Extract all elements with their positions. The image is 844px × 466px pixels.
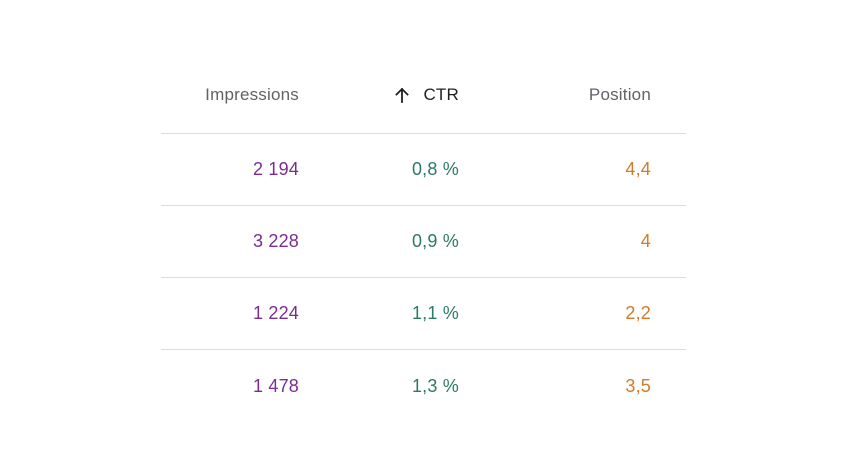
column-header-ctr[interactable]: CTR (299, 56, 459, 133)
column-header-ctr-label: CTR (423, 84, 459, 104)
ctr-cell: 1,3 % (411, 375, 459, 396)
table-row: 1 224 1,1 % 2,2 (161, 278, 686, 350)
table-header: Impressions CTR Position (161, 56, 686, 134)
data-table: Impressions CTR Position 2 194 0,8 % 4,4… (161, 56, 686, 422)
position-cell: 3,5 (625, 375, 651, 396)
position-cell: 2,2 (625, 303, 651, 323)
ctr-cell: 1,1 % (411, 303, 459, 323)
column-header-impressions-label: Impressions (205, 84, 299, 104)
impressions-cell: 1 224 (252, 303, 299, 323)
column-header-position[interactable]: Position (459, 56, 651, 133)
impressions-cell: 1 478 (252, 375, 299, 396)
ctr-cell: 0,8 % (411, 159, 459, 179)
position-cell: 4 (640, 231, 651, 251)
impressions-cell: 2 194 (252, 159, 299, 179)
ctr-cell: 0,9 % (411, 231, 459, 251)
impressions-cell: 3 228 (252, 231, 299, 251)
table-row: 3 228 0,9 % 4 (161, 206, 686, 278)
column-header-position-label: Position (588, 84, 651, 104)
position-cell: 4,4 (625, 159, 651, 179)
column-header-impressions[interactable]: Impressions (161, 56, 299, 133)
table-row: 2 194 0,8 % 4,4 (161, 134, 686, 206)
table-row: 1 478 1,3 % 3,5 (161, 350, 686, 422)
arrow-up-icon (393, 86, 411, 104)
